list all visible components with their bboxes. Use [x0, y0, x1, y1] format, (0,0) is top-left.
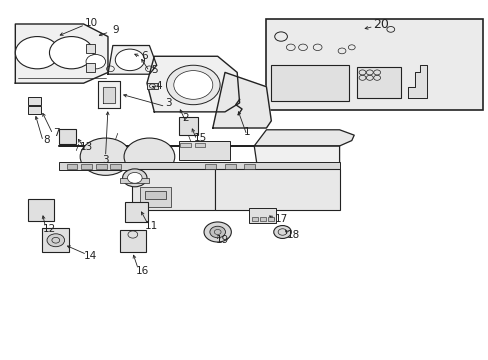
Bar — [251, 217, 257, 221]
Bar — [178, 140, 229, 160]
Text: 12: 12 — [43, 225, 56, 234]
Polygon shape — [59, 130, 353, 146]
Polygon shape — [103, 87, 115, 103]
Bar — [268, 217, 274, 221]
Bar — [271, 65, 348, 101]
Text: 6: 6 — [141, 50, 147, 60]
Bar — [205, 164, 216, 169]
Bar — [59, 162, 339, 170]
Circle shape — [115, 49, 144, 71]
Text: 2: 2 — [183, 113, 189, 123]
Bar — [27, 199, 54, 221]
Text: 8: 8 — [43, 135, 50, 145]
Bar — [120, 230, 145, 252]
Circle shape — [86, 54, 105, 69]
Bar — [110, 164, 121, 169]
Text: 3: 3 — [165, 98, 172, 108]
Bar — [249, 208, 276, 223]
Text: 18: 18 — [286, 230, 299, 240]
Text: 4: 4 — [156, 81, 162, 91]
Polygon shape — [407, 65, 427, 98]
Circle shape — [127, 172, 142, 183]
Polygon shape — [108, 45, 157, 74]
Bar — [194, 143, 205, 147]
Circle shape — [203, 222, 231, 242]
Text: 5: 5 — [151, 65, 157, 75]
Bar — [86, 63, 95, 72]
Circle shape — [47, 234, 64, 247]
Bar — [356, 67, 400, 98]
Circle shape — [122, 169, 147, 187]
Text: 3: 3 — [102, 155, 109, 165]
Text: 9: 9 — [112, 26, 119, 35]
Polygon shape — [212, 72, 271, 128]
Circle shape — [273, 226, 291, 238]
Bar — [266, 19, 483, 110]
Bar — [260, 217, 265, 221]
Text: 13: 13 — [79, 142, 92, 152]
Bar — [224, 164, 235, 169]
Circle shape — [173, 71, 212, 99]
Bar — [147, 83, 158, 89]
Bar — [140, 187, 171, 207]
Bar — [42, 228, 69, 252]
Circle shape — [124, 138, 174, 175]
Bar — [59, 129, 76, 144]
Polygon shape — [147, 56, 239, 112]
Bar — [132, 169, 215, 211]
Bar — [66, 164, 77, 169]
Text: 15: 15 — [194, 133, 207, 143]
Polygon shape — [59, 146, 339, 196]
Bar — [180, 143, 190, 147]
Bar — [86, 44, 95, 53]
Bar — [120, 178, 149, 183]
Text: 19: 19 — [216, 235, 229, 245]
Bar — [244, 164, 255, 169]
Bar — [215, 169, 339, 211]
Text: 7: 7 — [53, 128, 60, 138]
Circle shape — [209, 226, 225, 238]
Text: 20: 20 — [372, 18, 388, 31]
Text: 17: 17 — [274, 214, 287, 224]
Circle shape — [166, 65, 220, 105]
Circle shape — [49, 37, 93, 69]
Bar — [27, 97, 41, 105]
Bar — [178, 117, 198, 135]
Text: 14: 14 — [84, 251, 97, 261]
Text: 10: 10 — [84, 18, 97, 28]
Circle shape — [80, 138, 131, 175]
Bar — [81, 164, 92, 169]
Polygon shape — [15, 24, 108, 83]
Text: 11: 11 — [145, 221, 158, 231]
Text: 1: 1 — [243, 127, 250, 136]
Circle shape — [15, 37, 59, 69]
Bar — [96, 164, 106, 169]
Polygon shape — [98, 81, 120, 108]
Bar — [125, 202, 148, 222]
Text: 16: 16 — [135, 266, 148, 276]
Bar — [144, 191, 166, 199]
Bar — [27, 107, 41, 114]
